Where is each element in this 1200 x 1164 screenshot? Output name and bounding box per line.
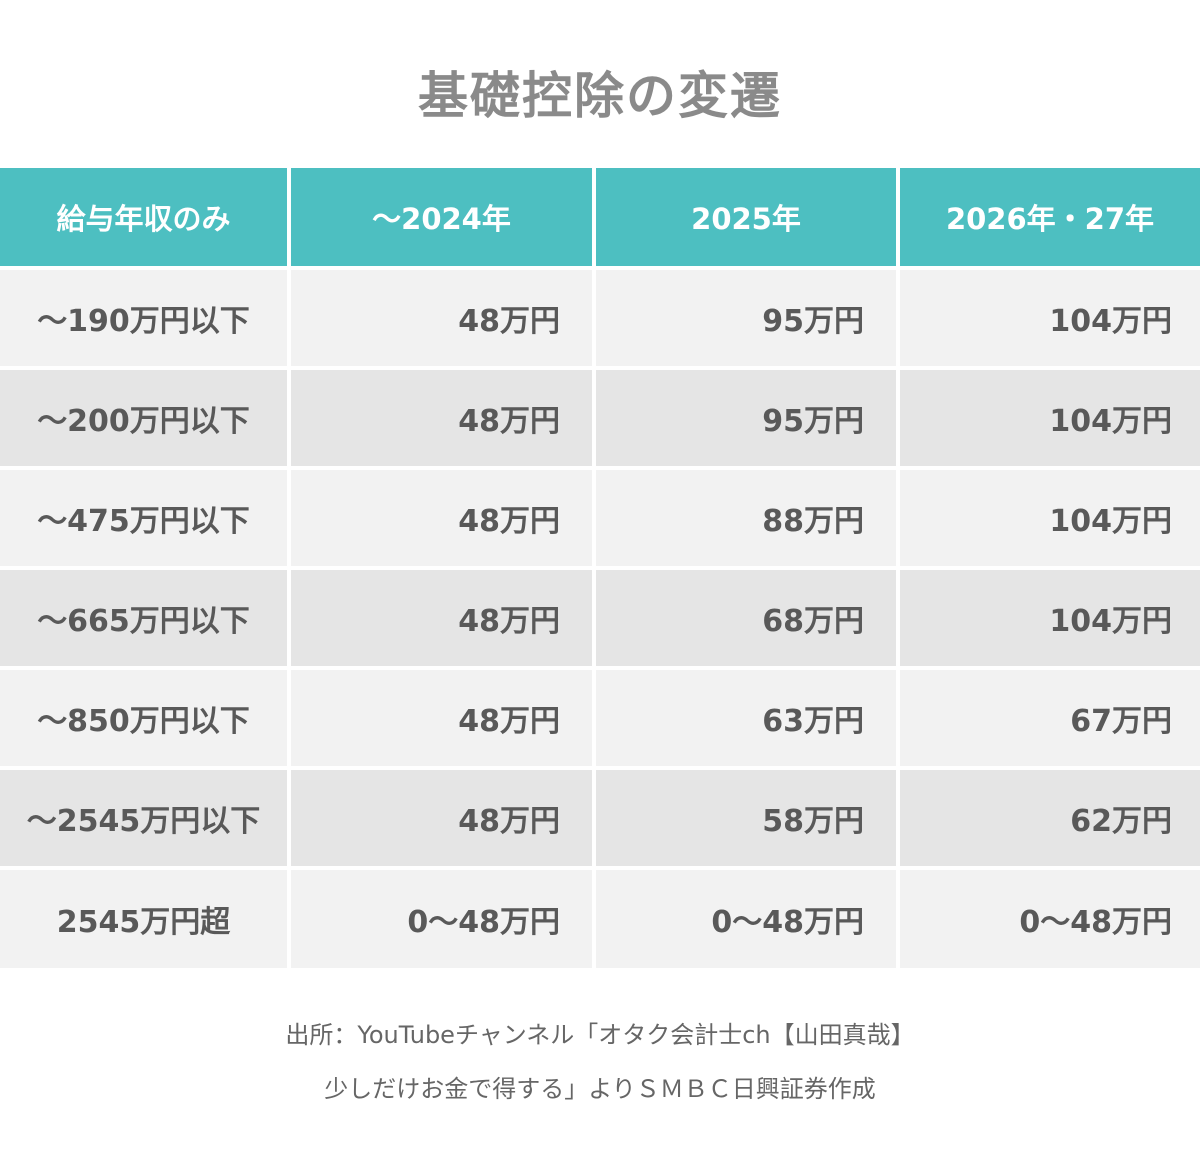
table-row: 2545万円超 0～48万円 0～48万円 0～48万円 [0,866,1200,968]
deduction-2025-cell: 58万円 [592,766,900,870]
page-title: 基礎控除の変遷 [418,67,782,125]
table-row: ～665万円以下 48万円 68万円 104万円 [0,566,1200,670]
deduction-2026-27-cell: 67万円 [896,666,1200,770]
table-row: ～850万円以下 48万円 63万円 67万円 [0,666,1200,770]
deduction-2024-cell: 48万円 [287,666,596,770]
income-bracket-cell: ～190万円以下 [0,266,291,370]
deduction-2025-cell: 68万円 [592,566,900,670]
column-header-income: 給与年収のみ [0,168,291,270]
deduction-2024-cell: 0～48万円 [287,866,596,968]
deduction-2026-27-cell: 104万円 [896,366,1200,470]
deduction-2026-27-cell: 104万円 [896,466,1200,570]
income-bracket-cell: ～475万円以下 [0,466,291,570]
deduction-2025-cell: 0～48万円 [592,866,900,968]
deduction-2026-27-cell: 104万円 [896,566,1200,670]
table-row: ～2545万円以下 48万円 58万円 62万円 [0,766,1200,870]
income-bracket-cell: ～200万円以下 [0,366,291,470]
income-bracket-cell: ～850万円以下 [0,666,291,770]
deduction-2024-cell: 48万円 [287,766,596,870]
source-note: 出所：YouTubeチャンネル「オタク会計士ch【山田真哉】 少しだけお金で得す… [0,1008,1200,1116]
deduction-2024-cell: 48万円 [287,366,596,470]
table-header-row: 給与年収のみ ～2024年 2025年 2026年・27年 [0,168,1200,270]
deduction-2026-27-cell: 0～48万円 [896,866,1200,968]
income-bracket-cell: 2545万円超 [0,866,291,968]
deduction-2025-cell: 95万円 [592,366,900,470]
basic-deduction-table: 給与年収のみ ～2024年 2025年 2026年・27年 ～190万円以下 4… [0,168,1200,968]
deduction-2024-cell: 48万円 [287,566,596,670]
income-bracket-cell: ～665万円以下 [0,566,291,670]
deduction-2025-cell: 88万円 [592,466,900,570]
column-header-2026-27: 2026年・27年 [896,168,1200,270]
deduction-2025-cell: 63万円 [592,666,900,770]
table-row: ～200万円以下 48万円 95万円 104万円 [0,366,1200,470]
column-header-until-2024: ～2024年 [287,168,596,270]
deduction-2024-cell: 48万円 [287,266,596,370]
deduction-2026-27-cell: 62万円 [896,766,1200,870]
source-note-line-1: 出所：YouTubeチャンネル「オタク会計士ch【山田真哉】 [285,1021,915,1049]
source-note-line-2: 少しだけお金で得する」よりＳＭＢＣ日興証券作成 [324,1075,876,1103]
deduction-2025-cell: 95万円 [592,266,900,370]
deduction-2024-cell: 48万円 [287,466,596,570]
deduction-2026-27-cell: 104万円 [896,266,1200,370]
income-bracket-cell: ～2545万円以下 [0,766,291,870]
table-row: ～190万円以下 48万円 95万円 104万円 [0,266,1200,370]
column-header-2025: 2025年 [592,168,900,270]
table-row: ～475万円以下 48万円 88万円 104万円 [0,466,1200,570]
